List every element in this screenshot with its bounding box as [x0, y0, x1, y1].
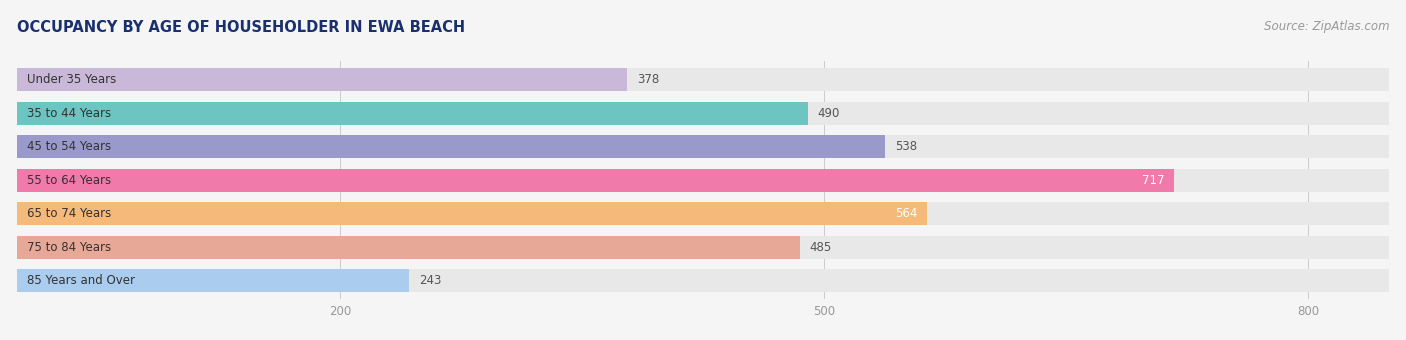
Text: 378: 378 [637, 73, 659, 86]
Bar [17, 169, 1174, 192]
Bar [17, 202, 1389, 225]
Text: 85 Years and Over: 85 Years and Over [27, 274, 135, 287]
Bar [17, 269, 409, 292]
Text: Under 35 Years: Under 35 Years [27, 73, 115, 86]
Text: 717: 717 [1142, 174, 1164, 187]
Text: 35 to 44 Years: 35 to 44 Years [27, 107, 111, 120]
Bar [17, 169, 1389, 192]
Bar [17, 68, 627, 91]
Text: 55 to 64 Years: 55 to 64 Years [27, 174, 111, 187]
Bar [17, 202, 928, 225]
Text: 65 to 74 Years: 65 to 74 Years [27, 207, 111, 220]
Text: Source: ZipAtlas.com: Source: ZipAtlas.com [1264, 20, 1389, 33]
Bar [17, 102, 808, 124]
Text: 538: 538 [896, 140, 917, 153]
Text: OCCUPANCY BY AGE OF HOUSEHOLDER IN EWA BEACH: OCCUPANCY BY AGE OF HOUSEHOLDER IN EWA B… [17, 20, 465, 35]
Bar [17, 269, 1389, 292]
Text: 75 to 84 Years: 75 to 84 Years [27, 241, 111, 254]
Text: 243: 243 [419, 274, 441, 287]
Bar [17, 236, 1389, 259]
Text: 485: 485 [810, 241, 832, 254]
Text: 45 to 54 Years: 45 to 54 Years [27, 140, 111, 153]
Bar [17, 135, 1389, 158]
Text: 490: 490 [818, 107, 839, 120]
Bar [17, 68, 1389, 91]
Bar [17, 102, 1389, 124]
Bar [17, 236, 800, 259]
Bar [17, 135, 886, 158]
Text: 564: 564 [896, 207, 918, 220]
